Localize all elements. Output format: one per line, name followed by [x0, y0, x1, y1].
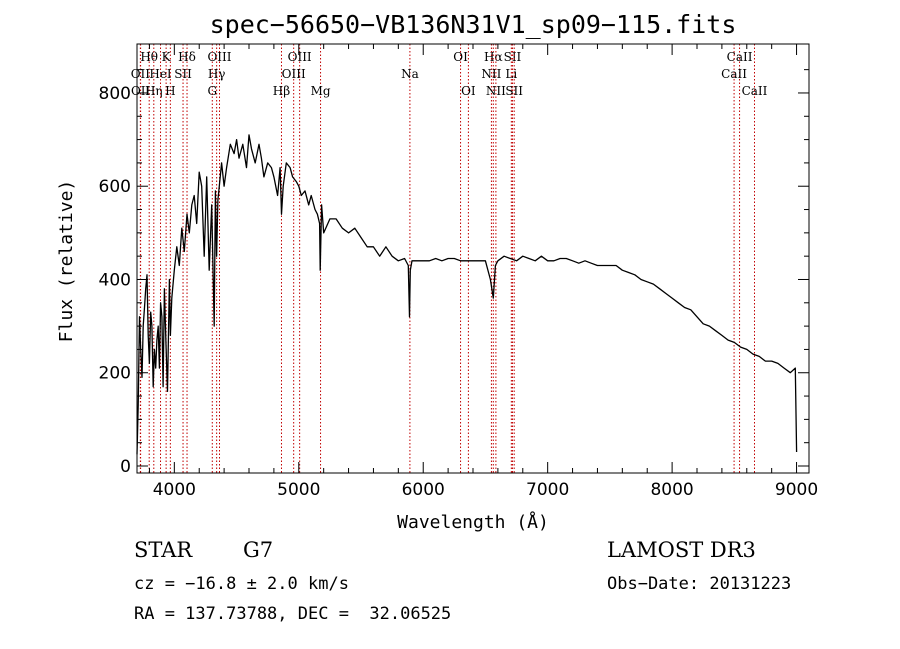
spectral-line-label: CaII [727, 50, 753, 64]
series-line-flux [136, 134, 798, 455]
spectral-line-label: OII [131, 67, 151, 81]
spectral-line-label: HeI [149, 67, 172, 81]
x-tick-label: 6000 [402, 480, 445, 500]
spectral-line-label: OIII [207, 50, 231, 64]
spectral-line-label: NII [481, 67, 501, 81]
object-class: STAR [134, 538, 193, 562]
spectral-line-label: OI [461, 84, 476, 98]
x-tick-label: 4000 [153, 480, 196, 500]
spectral-line-label: CaII [721, 67, 747, 81]
redshift-value: cz = −16.8 ± 2.0 km/s [134, 574, 349, 594]
x-tick-label: 8000 [650, 480, 693, 500]
chart-title: spec−56650−VB136N31V1_sp09−115.fits [210, 10, 737, 39]
y-tick-label: 0 [120, 457, 131, 477]
spectral-line-label: SII [504, 50, 522, 64]
spectral-line-label: Hδ [178, 50, 196, 64]
spectral-line-label: Na [401, 67, 419, 81]
series-layer [136, 134, 798, 455]
object-subclass: G7 [243, 538, 274, 562]
spectral-line-label: H [165, 84, 175, 98]
y-axis-label: Flux (relative) [56, 180, 77, 343]
spectral-line-label: Hγ [208, 67, 226, 81]
spectral-line-label: OI [453, 50, 468, 64]
plot-frame [136, 43, 810, 474]
x-axis-label: Wavelength (Å) [397, 511, 549, 533]
coordinates: RA = 137.73788, DEC = 32.06525 [134, 604, 452, 624]
spectral-line-label: G [207, 84, 217, 98]
spectral-line-label: SII [174, 67, 192, 81]
x-tick-label: 7000 [526, 480, 569, 500]
ticks-layer: 4000 5000 6000 7000 8000 9000 0 200 400 600 800 [99, 44, 818, 500]
survey-name: LAMOST DR3 [607, 538, 756, 562]
x-tick-label: 9000 [775, 480, 818, 500]
y-tick-label: 600 [99, 177, 131, 197]
x-tick-label: 5000 [277, 480, 320, 500]
spectral-line-label: OIII [282, 67, 306, 81]
spectral-line-label: K [162, 50, 172, 64]
spectral-line-label: Hα [484, 50, 503, 64]
y-tick-label: 800 [99, 84, 131, 104]
y-tick-label: 400 [99, 270, 131, 290]
spectral-line-label: OIII [288, 50, 312, 64]
spectral-line-label: Mg [311, 84, 331, 98]
spectral-line-label: OII [131, 84, 151, 98]
spectral-line-label: CaII [742, 84, 768, 98]
spectral-line-label: Hβ [273, 84, 290, 98]
spectral-line-label: Li [505, 67, 517, 81]
obs-date: Obs−Date: 20131223 [607, 574, 792, 594]
y-tick-label: 200 [99, 364, 131, 384]
spectral-line-label: Hη [145, 84, 163, 98]
spectral-line-label: NII [486, 84, 506, 98]
spectral-line-label: SII [505, 84, 523, 98]
spectral-line-label: Hθ [140, 50, 158, 64]
